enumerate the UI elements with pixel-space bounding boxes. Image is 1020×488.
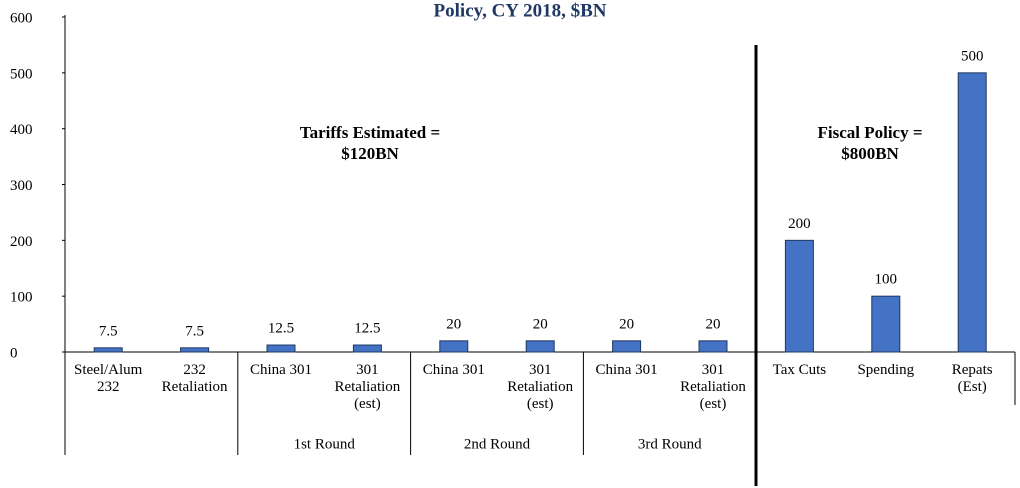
y-tick-label: 200 — [10, 234, 33, 250]
x-tick-label: China 301 — [249, 362, 313, 378]
value-label: 500 — [961, 48, 984, 64]
x-tick-label: Spending — [857, 362, 915, 378]
bar — [93, 347, 123, 353]
x-tick-label: Steel/Alum 232 — [74, 362, 143, 395]
value-label: 12.5 — [354, 320, 380, 336]
x-tick-label: 301 Retaliation (est) — [507, 362, 574, 412]
bar — [180, 347, 210, 353]
value-label: 200 — [788, 216, 811, 232]
value-label: 12.5 — [268, 320, 294, 336]
value-label: 7.5 — [185, 323, 204, 339]
y-tick-label: 500 — [10, 66, 33, 82]
bar — [698, 340, 728, 353]
annotation: Tariffs Estimated = $120BN — [299, 123, 441, 163]
bar — [612, 340, 642, 353]
x-tick-label: Tax Cuts — [772, 362, 827, 378]
value-label: 20 — [706, 316, 721, 332]
group-label: 2nd Round — [464, 436, 531, 452]
chart-title: Policy, CY 2018, $BN — [434, 0, 607, 21]
y-tick-label: 300 — [10, 178, 33, 194]
value-label: 20 — [533, 316, 548, 332]
bar — [525, 340, 555, 353]
x-tick-label: China 301 — [422, 362, 485, 378]
value-label: 7.5 — [99, 323, 118, 339]
value-label: 20 — [619, 316, 634, 332]
group-label: 3rd Round — [638, 436, 702, 452]
bar — [439, 340, 469, 353]
x-tick-label: 301 Retaliation (est) — [680, 362, 746, 412]
y-tick-label: 0 — [10, 345, 18, 361]
y-tick-label: 100 — [10, 290, 33, 306]
value-label: 100 — [875, 272, 898, 288]
x-tick-label: Repats (Est) — [951, 362, 993, 395]
bar — [784, 239, 814, 353]
bar — [871, 295, 901, 353]
y-tick-label: 400 — [10, 122, 33, 138]
y-tick-label: 600 — [10, 10, 33, 26]
bar — [352, 344, 382, 353]
annotation: Fiscal Policy = $800BN — [817, 123, 923, 163]
bar — [957, 72, 987, 353]
value-label: 20 — [446, 316, 461, 332]
group-label: 1st Round — [294, 436, 356, 452]
x-tick-label: 232 Retaliation — [161, 362, 228, 395]
bar — [266, 344, 296, 353]
x-tick-label: 301 Retaliation (est) — [334, 362, 401, 412]
x-tick-label: China 301 — [595, 362, 658, 378]
